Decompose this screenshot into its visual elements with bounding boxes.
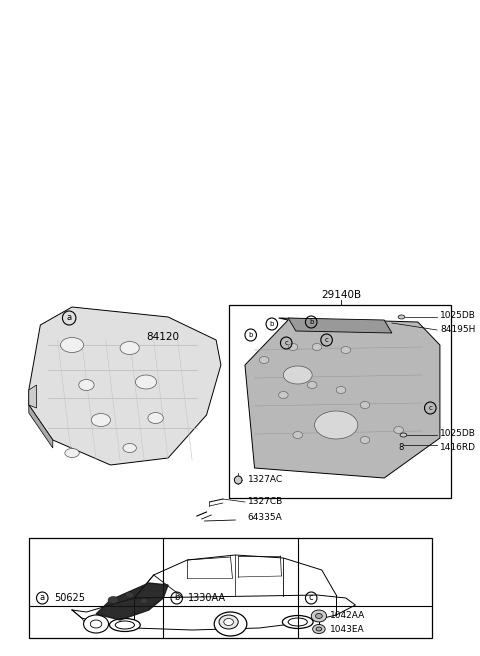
Text: c: c — [428, 405, 432, 411]
Ellipse shape — [79, 380, 94, 390]
Ellipse shape — [314, 411, 358, 439]
Ellipse shape — [293, 432, 302, 438]
Ellipse shape — [123, 443, 136, 453]
Ellipse shape — [109, 619, 140, 632]
Ellipse shape — [108, 596, 119, 604]
Bar — [29, 538, 432, 638]
Ellipse shape — [60, 337, 84, 352]
Ellipse shape — [278, 392, 288, 398]
Text: a: a — [40, 594, 45, 602]
Text: 1043EA: 1043EA — [329, 625, 364, 634]
Text: 1327CB: 1327CB — [248, 497, 283, 506]
Ellipse shape — [125, 592, 134, 598]
Text: 1025DB: 1025DB — [440, 310, 476, 319]
Polygon shape — [29, 307, 221, 465]
Text: c: c — [309, 594, 313, 602]
Text: a: a — [67, 314, 72, 323]
Ellipse shape — [65, 449, 79, 457]
Bar — [228, 305, 452, 498]
Ellipse shape — [400, 433, 407, 437]
Text: 1327AC: 1327AC — [248, 476, 283, 485]
Polygon shape — [245, 318, 440, 478]
Text: b: b — [270, 321, 274, 327]
Ellipse shape — [307, 382, 317, 388]
Text: 1416RD: 1416RD — [440, 443, 476, 451]
Text: b: b — [249, 332, 253, 338]
Ellipse shape — [288, 344, 298, 350]
Ellipse shape — [84, 615, 108, 633]
Text: 1025DB: 1025DB — [440, 428, 476, 438]
Polygon shape — [29, 385, 36, 408]
Ellipse shape — [341, 346, 350, 354]
Polygon shape — [288, 318, 392, 333]
Text: 64335A: 64335A — [248, 514, 283, 522]
Ellipse shape — [224, 619, 233, 626]
Text: c: c — [284, 340, 288, 346]
Ellipse shape — [336, 386, 346, 394]
Polygon shape — [96, 583, 168, 620]
Ellipse shape — [316, 627, 322, 631]
Ellipse shape — [312, 344, 322, 350]
Ellipse shape — [394, 426, 403, 434]
Ellipse shape — [315, 613, 322, 619]
Ellipse shape — [91, 413, 110, 426]
Text: 84195H: 84195H — [440, 325, 475, 335]
Ellipse shape — [283, 366, 312, 384]
Ellipse shape — [259, 356, 269, 363]
Text: 1330AA: 1330AA — [188, 593, 226, 603]
Ellipse shape — [140, 598, 148, 604]
Ellipse shape — [135, 375, 156, 389]
Text: 8: 8 — [399, 443, 404, 451]
Text: 50625: 50625 — [54, 593, 85, 603]
Text: c: c — [324, 337, 328, 343]
Ellipse shape — [234, 476, 242, 484]
Text: 29140B: 29140B — [321, 290, 361, 300]
Ellipse shape — [282, 615, 313, 628]
Text: 1042AA: 1042AA — [329, 611, 365, 621]
Ellipse shape — [360, 436, 370, 443]
Ellipse shape — [148, 413, 163, 424]
Polygon shape — [29, 405, 53, 448]
Ellipse shape — [312, 625, 325, 634]
Ellipse shape — [115, 621, 134, 629]
Ellipse shape — [120, 342, 139, 354]
Text: 84120: 84120 — [146, 332, 179, 342]
Ellipse shape — [398, 315, 405, 319]
Text: b: b — [174, 594, 180, 602]
Ellipse shape — [360, 401, 370, 409]
Ellipse shape — [326, 426, 336, 434]
Ellipse shape — [219, 615, 238, 629]
Ellipse shape — [311, 610, 326, 622]
Ellipse shape — [288, 618, 307, 626]
Text: b: b — [309, 319, 313, 325]
Ellipse shape — [214, 612, 247, 636]
Ellipse shape — [90, 620, 102, 628]
